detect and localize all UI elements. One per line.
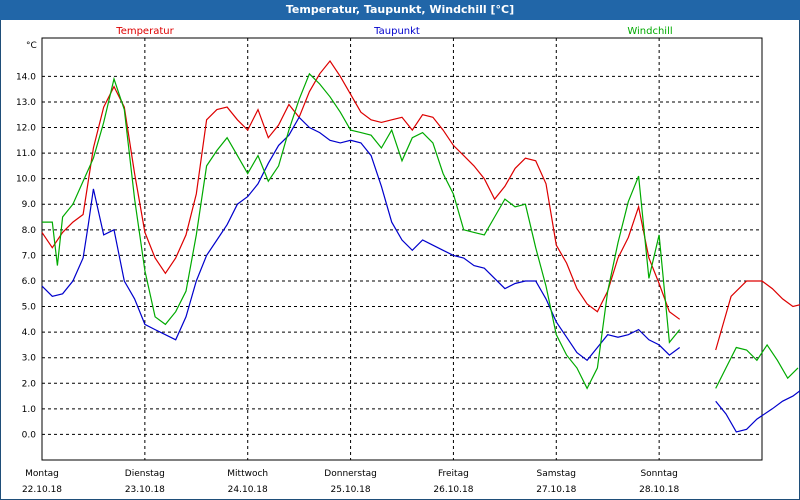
legend-entry-windchill: Windchill [627, 26, 672, 37]
y-tick-label: 8.0 [22, 226, 37, 236]
plot-area-border [41, 37, 763, 461]
series-line-taupunkt [41, 116, 800, 433]
y-tick-label: 4.0 [22, 328, 37, 338]
x-tick-date-label: 26.10.18 [433, 485, 473, 495]
x-tick-day-label: Mittwoch [227, 469, 268, 479]
x-tick-day-label: Dienstag [125, 469, 165, 479]
y-tick-label: 7.0 [22, 251, 37, 261]
y-tick-label: 2.0 [22, 379, 37, 389]
x-tick-date-label: 23.10.18 [125, 485, 165, 495]
chart-title: Temperatur, Taupunkt, Windchill [°C] [0, 0, 800, 20]
x-tick-date-label: 28.10.18 [639, 485, 679, 495]
x-tick-date-label: 22.10.18 [22, 485, 62, 495]
legend: Temperatur Taupunkt Windchill [115, 26, 672, 37]
y-tick-label: 1.0 [22, 405, 37, 415]
y-tick-label: 10.0 [16, 175, 36, 185]
y-tick-label: 11.0 [16, 149, 36, 159]
x-tick-day-label: Freitag [438, 469, 469, 479]
legend-entry-taupunkt: Taupunkt [373, 26, 420, 37]
y-tick-label: 0.0 [22, 430, 37, 440]
y-tick-label: 6.0 [22, 277, 37, 287]
x-tick-date-label: 25.10.18 [331, 485, 371, 495]
legend-entry-temperatur: Temperatur [115, 26, 174, 37]
x-tick-date-label: 27.10.18 [536, 485, 576, 495]
x-tick-day-label: Donnerstag [324, 469, 377, 479]
series-lines [41, 59, 800, 433]
y-tick-label: 14.0 [16, 72, 36, 82]
y-tick-label: 3.0 [22, 354, 37, 364]
y-tick-label: 9.0 [22, 200, 37, 210]
y-axis-unit-label: °C [26, 41, 37, 51]
x-tick-day-label: Samstag [537, 469, 576, 479]
y-tick-label: 5.0 [22, 303, 37, 313]
x-tick-day-label: Montag [25, 469, 59, 479]
y-tick-label: 12.0 [16, 124, 36, 134]
axes: 0.0 1.0 2.0 3.0 4.0 5.0 6.0 7.0 8.0 9.0 10.0 11.0 12… [16, 37, 763, 495]
x-tick-date-label: 24.10.18 [228, 485, 268, 495]
x-tick-day-label: Sonntag [640, 469, 677, 479]
series-line-windchill [42, 72, 799, 390]
grid-lines [42, 38, 763, 460]
y-tick-label: 13.0 [16, 98, 36, 108]
series-line-temperatur [41, 59, 800, 351]
